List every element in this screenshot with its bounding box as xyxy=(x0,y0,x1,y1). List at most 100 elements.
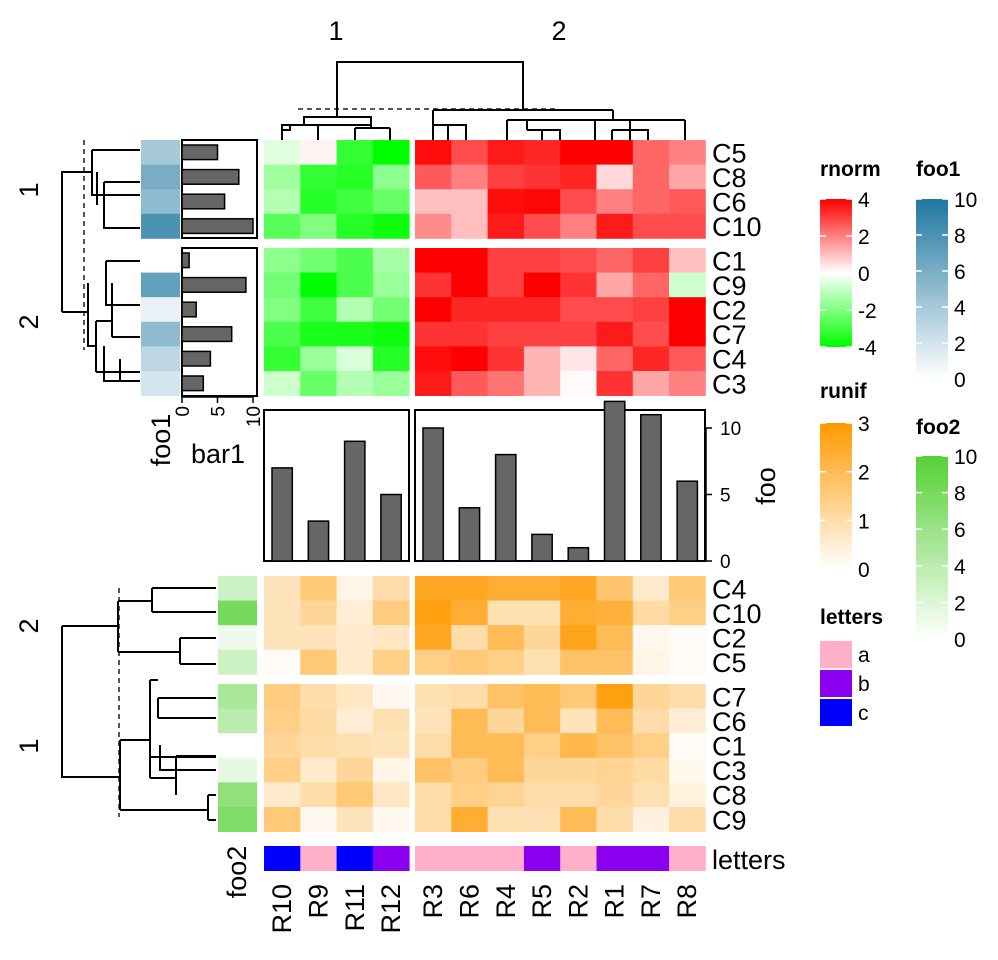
heatmap-cell xyxy=(523,272,561,298)
heatmap-cell xyxy=(372,625,410,651)
heatmap-cell xyxy=(372,248,410,273)
heatmap-cell xyxy=(372,321,410,347)
heatmap-cell xyxy=(415,297,452,323)
heatmap-cell xyxy=(300,346,337,372)
heatmap-cell xyxy=(264,297,301,323)
heatmap-cell xyxy=(523,371,561,396)
legend-tick-label: 2 xyxy=(954,592,966,615)
row-split-label: 1 xyxy=(14,182,44,197)
heatmap-cell xyxy=(560,321,597,347)
row-dendrogram-top xyxy=(61,140,140,382)
row-label: C7 xyxy=(712,682,747,712)
heatmap-cell xyxy=(560,189,597,215)
heatmap-cell xyxy=(596,576,634,601)
heatmap-cell xyxy=(264,807,301,832)
heatmap-cell xyxy=(487,782,525,808)
heatmap-cell xyxy=(523,213,561,239)
heatmap-cell xyxy=(372,576,410,601)
heatmap-cell xyxy=(300,684,337,709)
heatmap-cell xyxy=(415,140,452,165)
heatmap-cell xyxy=(415,189,452,215)
heatmap-cell xyxy=(451,576,488,601)
heatmap-rnorm xyxy=(264,140,706,396)
heatmap-cell xyxy=(632,371,670,396)
tick-label: 10 xyxy=(244,406,265,427)
column-label: R8 xyxy=(672,884,702,919)
annotation-cell xyxy=(336,846,374,871)
heatmap-cell xyxy=(487,140,525,165)
heatmap-cell xyxy=(415,346,452,372)
heatmap-cell xyxy=(596,346,634,372)
heatmap-cell xyxy=(632,576,670,601)
column-label: R10 xyxy=(267,884,297,934)
heatmap-cell xyxy=(372,807,410,832)
heatmap-cell xyxy=(336,649,374,675)
heatmap-cell xyxy=(560,164,597,190)
heatmap-cell xyxy=(336,757,374,783)
heatmap-cell xyxy=(632,140,670,165)
heatmap-cell xyxy=(372,189,410,215)
heatmap-cell xyxy=(669,757,706,783)
heatmap-cell xyxy=(523,757,561,783)
heatmap-cell xyxy=(415,625,452,651)
foo1-legend-bar xyxy=(916,199,948,379)
letters-legend-label: a xyxy=(858,644,870,667)
bar xyxy=(531,533,553,562)
annotation-name-foo2: foo2 xyxy=(222,846,252,899)
annotation-cell xyxy=(218,782,257,808)
heatmap-cell xyxy=(523,649,561,675)
legend-tick-label: -4 xyxy=(858,337,877,360)
heatmap-cell xyxy=(264,272,301,298)
row-label: C1 xyxy=(712,732,747,762)
heatmap-cell xyxy=(596,272,634,298)
column-split-label: 1 xyxy=(328,16,343,46)
heatmap-cell xyxy=(415,733,452,759)
heatmap-cell xyxy=(264,346,301,372)
annotation-cell xyxy=(218,807,257,832)
letters-legend-label: b xyxy=(858,673,870,696)
heatmap-cell xyxy=(264,213,301,239)
heatmap-cell xyxy=(560,757,597,783)
heatmap-cell xyxy=(632,164,670,190)
heatmap-cell xyxy=(523,625,561,651)
heatmap-cell xyxy=(523,807,561,832)
tick-label: 5 xyxy=(209,406,230,417)
tick-label: 0 xyxy=(173,406,194,417)
heatmap-runif xyxy=(264,576,706,832)
heatmap-cell xyxy=(669,248,706,273)
column-annotation-letters xyxy=(264,846,706,871)
heatmap-cell xyxy=(372,708,410,734)
heatmap-cell xyxy=(632,733,670,759)
heatmap-cell xyxy=(336,807,374,832)
bar xyxy=(271,467,294,562)
annotation-frame xyxy=(181,139,258,239)
foo1-legend-title: foo1 xyxy=(916,158,961,181)
heatmap-cell xyxy=(264,782,301,808)
legend-tick-label: 0 xyxy=(858,263,870,286)
legend-tick-label: 0 xyxy=(858,559,870,582)
heatmap-cell xyxy=(451,757,488,783)
heatmap-cell xyxy=(300,140,337,165)
annotation-cell xyxy=(596,846,634,871)
heatmap-cell xyxy=(264,248,301,273)
row-label: C4 xyxy=(712,574,747,604)
legend-tick-label: 2 xyxy=(858,226,870,249)
legend-tick-label: 3 xyxy=(858,413,870,436)
bar xyxy=(181,326,233,343)
letters-legend-swatch xyxy=(820,699,852,726)
row-split-label: 2 xyxy=(14,314,44,329)
heatmap-cell xyxy=(415,321,452,347)
heatmap-cell xyxy=(451,708,488,734)
heatmap-cell xyxy=(487,272,525,298)
legend-tick-label: 6 xyxy=(954,519,966,542)
annotation-cell xyxy=(218,625,257,651)
heatmap-cell xyxy=(523,248,561,273)
annotation-cell xyxy=(523,846,561,871)
legend-tick-label: 8 xyxy=(954,225,966,248)
heatmap-cell xyxy=(264,625,301,651)
runif-legend-bar xyxy=(820,423,852,569)
heatmap-cell xyxy=(300,625,337,651)
bar xyxy=(181,168,240,185)
heatmap-cell xyxy=(336,625,374,651)
heatmap-cell xyxy=(415,684,452,709)
